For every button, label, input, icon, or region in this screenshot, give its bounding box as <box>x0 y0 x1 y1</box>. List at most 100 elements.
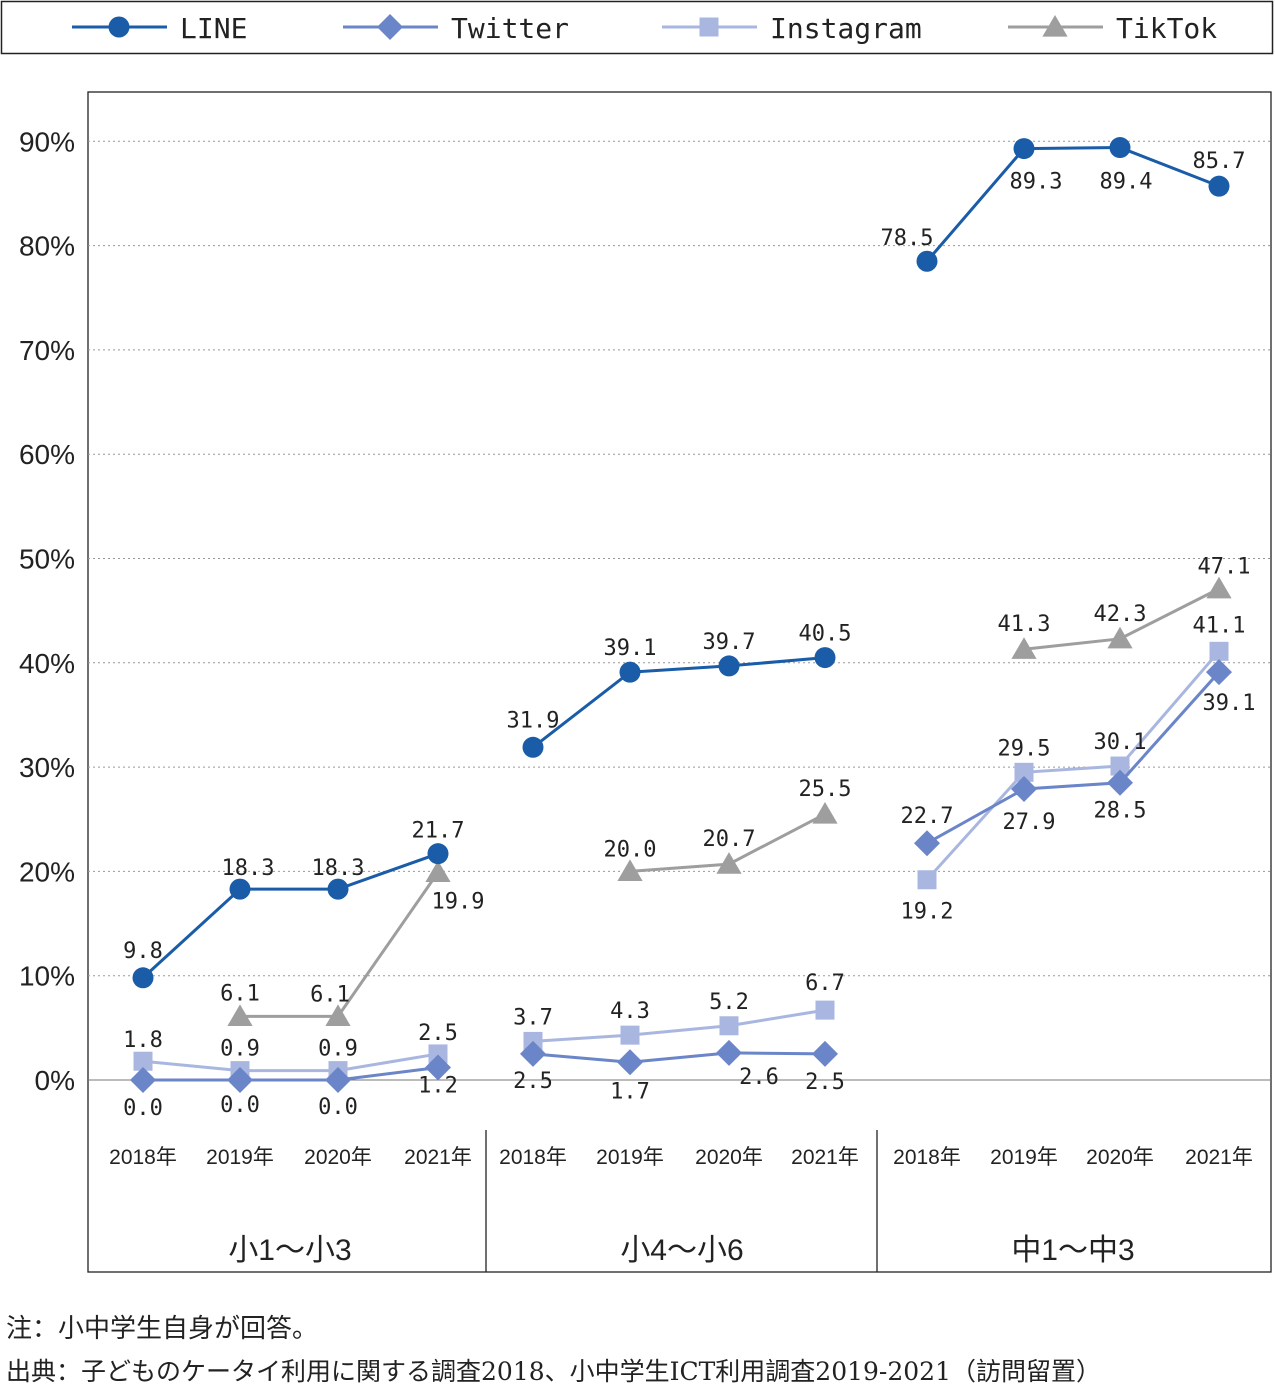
x-tick-label: 2020年 <box>695 1146 763 1169</box>
data-label-line: 18.3 <box>312 856 365 881</box>
x-tick-label: 2019年 <box>206 1146 274 1169</box>
data-point-instagram <box>1209 641 1229 661</box>
data-label-line: 9.8 <box>123 939 163 964</box>
data-label-twitter: 27.9 <box>1003 810 1056 835</box>
data-label-line: 21.7 <box>412 819 465 844</box>
data-point-twitter <box>325 1067 351 1093</box>
series-line-twitter <box>926 671 1221 845</box>
data-point-line <box>916 250 938 272</box>
data-label-instagram: 2.5 <box>418 1021 458 1046</box>
data-point-line <box>229 878 251 900</box>
x-tick-label: 2019年 <box>596 1146 664 1169</box>
x-tick-label: 2021年 <box>1185 1146 1253 1169</box>
y-tick-label: 20% <box>19 856 75 887</box>
data-label-instagram: 3.7 <box>513 1005 553 1030</box>
data-label-twitter: 2.5 <box>513 1069 553 1094</box>
data-label-instagram: 0.9 <box>318 1037 358 1062</box>
data-label-tiktok: 20.7 <box>703 827 756 852</box>
x-tick-label: 2018年 <box>499 1146 567 1169</box>
data-label-line: 85.7 <box>1193 149 1246 174</box>
series-line-twitter <box>532 1051 826 1064</box>
series-line-instagram <box>532 1008 826 1043</box>
data-point-line <box>522 736 544 758</box>
data-label-twitter: 2.5 <box>805 1070 845 1095</box>
data-point-instagram <box>620 1025 640 1045</box>
y-tick-label: 40% <box>19 648 75 679</box>
data-label-tiktok: 20.0 <box>604 837 657 862</box>
data-label-tiktok: 19.9 <box>432 889 485 914</box>
series-line-line <box>925 146 1220 263</box>
x-tick-label: 2020年 <box>1086 1146 1154 1169</box>
y-tick-label: 90% <box>19 126 75 157</box>
legend-marker-tiktok <box>1042 15 1068 37</box>
data-point-instagram <box>428 1044 448 1064</box>
line-chart: LINE Twitter Instagram TikTok 0% 10% 20% 30% 40%… <box>0 0 1274 1273</box>
data-label-tiktok: 6.1 <box>220 981 260 1006</box>
legend-label-twitter: Twitter <box>451 12 569 45</box>
data-point-line <box>1208 175 1230 197</box>
data-point-line <box>619 661 641 683</box>
x-tick-label: 2020年 <box>304 1146 372 1169</box>
data-label-instagram: 29.5 <box>998 736 1051 761</box>
x-tick-label: 2018年 <box>109 1146 177 1169</box>
series-line-line <box>141 852 439 979</box>
data-label-line: 78.5 <box>881 226 934 251</box>
data-label-twitter: 22.7 <box>901 804 954 829</box>
legend-marker-twitter <box>377 14 403 40</box>
data-point-tiktok <box>716 852 742 874</box>
data-point-instagram <box>1014 762 1034 782</box>
data-label-tiktok: 41.3 <box>998 612 1051 637</box>
legend-marker-line <box>108 16 130 38</box>
data-point-twitter <box>520 1040 546 1067</box>
data-label-twitter: 28.5 <box>1094 799 1147 824</box>
data-label-twitter: 0.0 <box>123 1096 163 1121</box>
data-point-line <box>814 647 836 669</box>
data-label-twitter: 0.0 <box>220 1093 260 1118</box>
data-label-tiktok: 42.3 <box>1094 602 1147 627</box>
data-label-twitter: 39.1 <box>1203 691 1256 716</box>
data-point-line <box>718 655 740 677</box>
data-point-instagram <box>133 1051 153 1071</box>
legend-marker-instagram <box>699 17 719 37</box>
data-point-line <box>132 967 154 989</box>
data-point-twitter <box>1206 659 1232 686</box>
plot-frame <box>87 91 1272 1273</box>
x-tick-label: 2018年 <box>893 1146 961 1169</box>
data-label-tiktok: 47.1 <box>1198 555 1251 580</box>
y-tick-label: 10% <box>19 961 75 992</box>
data-label-instagram: 0.9 <box>220 1037 260 1062</box>
data-label-instagram: 1.8 <box>123 1028 163 1053</box>
data-point-twitter <box>130 1067 156 1093</box>
series-line-instagram <box>142 1052 439 1073</box>
data-label-instagram: 41.1 <box>1193 613 1246 638</box>
data-point-tiktok <box>812 802 838 824</box>
data-point-tiktok <box>1206 576 1232 599</box>
data-point-tiktok <box>1011 637 1037 659</box>
data-point-instagram <box>815 1000 835 1020</box>
chart-source: 出典：子どものケータイ利用に関する調査2018、小中学生ICT利用調査2019-… <box>6 1357 1101 1386</box>
data-label-instagram: 5.2 <box>709 990 749 1015</box>
data-label-line: 39.1 <box>604 636 657 661</box>
data-label-instagram: 6.7 <box>805 971 845 996</box>
x-tick-label: 2019年 <box>990 1146 1058 1169</box>
data-point-line <box>1013 138 1035 160</box>
y-tick-label: 50% <box>19 544 75 575</box>
data-point-tiktok <box>325 1004 351 1026</box>
legend-label-tiktok: TikTok <box>1116 12 1217 45</box>
data-point-instagram <box>917 870 937 890</box>
data-point-twitter <box>227 1067 253 1093</box>
series-line-line <box>532 656 826 749</box>
data-point-instagram <box>1110 756 1130 776</box>
chart-note: 注：小中学生自身が回答。 <box>6 1314 319 1344</box>
x-tick-label: 2021年 <box>791 1146 859 1169</box>
data-point-tiktok <box>1107 626 1133 649</box>
y-tick-label: 80% <box>19 231 75 262</box>
data-point-tiktok <box>617 859 643 881</box>
x-tick-label: 2021年 <box>404 1146 472 1169</box>
legend-label-line: LINE <box>180 12 247 45</box>
data-label-twitter: 1.2 <box>418 1073 458 1098</box>
data-label-instagram: 30.1 <box>1094 730 1147 755</box>
data-label-line: 18.3 <box>222 856 275 881</box>
data-point-tiktok <box>425 860 451 883</box>
group-label-2: 中1〜中3 <box>1011 1234 1134 1267</box>
